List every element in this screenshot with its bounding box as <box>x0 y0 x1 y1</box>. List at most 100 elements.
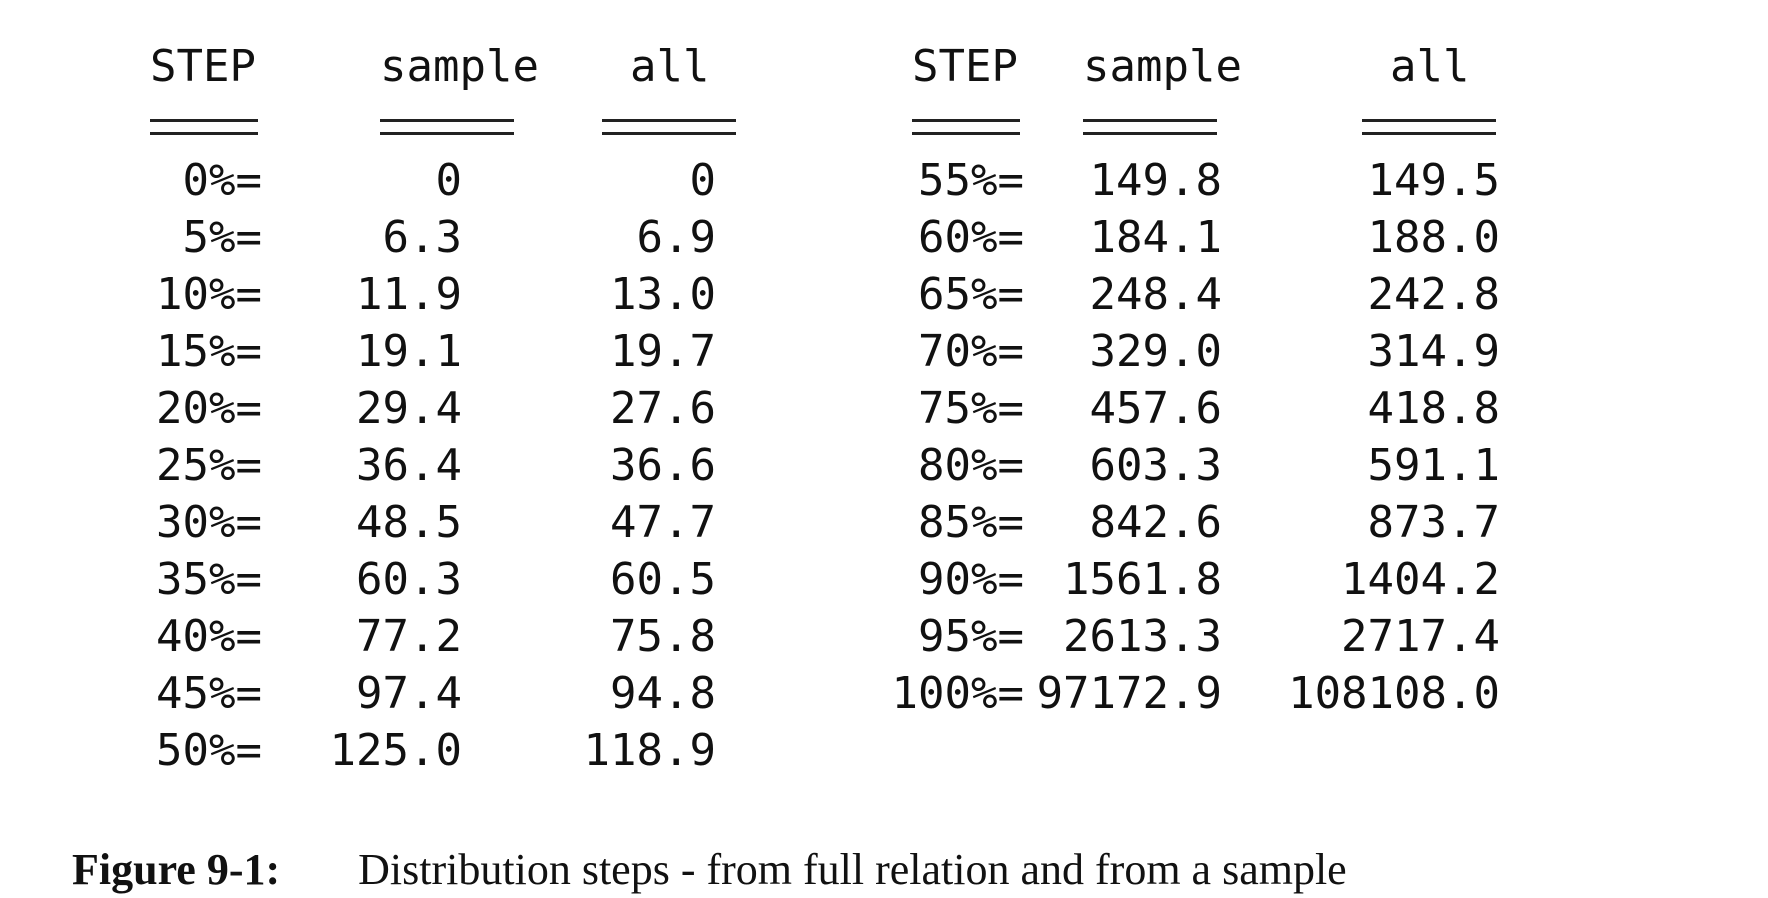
right-cell-all: 591.1 <box>1367 440 1500 491</box>
left-rule-row <box>0 95 760 152</box>
right-cell-sample: 842.6 <box>1089 497 1222 548</box>
table-row: 0%= 0 0 <box>0 152 760 209</box>
table-row: 95%= 2613.3 2717.4 <box>0 608 1768 665</box>
left-cell-sample: 60.3 <box>356 554 462 605</box>
right-cell-all: 242.8 <box>1367 269 1500 320</box>
left-rule-all <box>602 119 736 135</box>
right-cell-sample: 329.0 <box>1089 326 1222 377</box>
left-cell-sample: 77.2 <box>356 611 462 662</box>
right-cell-step: 90%= <box>918 554 1024 605</box>
right-header-row: STEP sample all <box>0 38 1768 95</box>
left-cell-all: 27.6 <box>610 383 716 434</box>
table-row: 50%= 125.0 118.9 <box>0 722 760 779</box>
left-cell-all: 0 <box>689 155 717 206</box>
left-cell-step: 40%= <box>156 611 262 662</box>
table-row: 55%= 149.8 149.5 <box>0 152 1768 209</box>
table-row: 40%= 77.2 75.8 <box>0 608 760 665</box>
table-row: 80%= 603.3 591.1 <box>0 437 1768 494</box>
right-cell-all: 108108.0 <box>1288 668 1500 719</box>
left-header-all: all <box>630 41 710 92</box>
right-header-all: all <box>1390 41 1470 92</box>
right-cell-all: 314.9 <box>1367 326 1500 377</box>
right-cell-all: 188.0 <box>1367 212 1500 263</box>
table-row: 90%= 1561.8 1404.2 <box>0 551 1768 608</box>
right-cell-all: 1404.2 <box>1341 554 1500 605</box>
left-cell-sample: 0 <box>435 155 463 206</box>
left-cell-all: 60.5 <box>610 554 716 605</box>
table-row: 45%= 97.4 94.8 <box>0 665 760 722</box>
left-cell-sample: 11.9 <box>356 269 462 320</box>
right-cell-all: 149.5 <box>1367 155 1500 206</box>
left-cell-step: 10%= <box>156 269 262 320</box>
right-table: STEP sample all 55%= 149.8 149.5 60%= 184.1 1… <box>0 38 1768 722</box>
right-cell-step: 60%= <box>918 212 1024 263</box>
table-row: 65%= 248.4 242.8 <box>0 266 1768 323</box>
left-cell-sample: 6.3 <box>382 212 462 263</box>
right-cell-sample: 457.6 <box>1089 383 1222 434</box>
right-cell-sample: 248.4 <box>1089 269 1222 320</box>
figure-caption-text: Distribution steps - from full relation … <box>358 845 1347 894</box>
figure-caption: Figure 9-1: Distribution steps - from ful… <box>50 786 1347 898</box>
right-cell-step: 65%= <box>918 269 1024 320</box>
right-cell-step: 80%= <box>918 440 1024 491</box>
right-header-sample: sample <box>1083 41 1242 92</box>
table-row: 20%= 29.4 27.6 <box>0 380 760 437</box>
left-cell-sample: 48.5 <box>356 497 462 548</box>
left-cell-step: 5%= <box>182 212 262 263</box>
right-header-step: STEP <box>912 41 1018 92</box>
left-cell-step: 0%= <box>182 155 262 206</box>
left-rule-step <box>150 119 258 135</box>
left-table: STEP sample all 0%= 0 0 5%= 6.3 6.9 10%= 11.9 13… <box>0 38 760 779</box>
left-cell-sample: 97.4 <box>356 668 462 719</box>
left-cell-all: 13.0 <box>610 269 716 320</box>
left-header-row: STEP sample all <box>0 38 760 95</box>
left-cell-all: 75.8 <box>610 611 716 662</box>
table-row: 85%= 842.6 873.7 <box>0 494 1768 551</box>
right-rule-row <box>0 95 1768 152</box>
left-cell-step: 15%= <box>156 326 262 377</box>
right-cell-step: 95%= <box>918 611 1024 662</box>
table-row: 30%= 48.5 47.7 <box>0 494 760 551</box>
left-cell-all: 94.8 <box>610 668 716 719</box>
table-row: 10%= 11.9 13.0 <box>0 266 760 323</box>
right-cell-step: 85%= <box>918 497 1024 548</box>
right-cell-sample: 97172.9 <box>1036 668 1222 719</box>
right-rule-sample <box>1083 119 1217 135</box>
right-cell-sample: 184.1 <box>1089 212 1222 263</box>
table-row: 35%= 60.3 60.5 <box>0 551 760 608</box>
left-cell-step: 45%= <box>156 668 262 719</box>
right-cell-sample: 1561.8 <box>1063 554 1222 605</box>
left-cell-sample: 125.0 <box>329 725 462 776</box>
left-cell-step: 30%= <box>156 497 262 548</box>
left-cell-all: 118.9 <box>583 725 716 776</box>
right-cell-sample: 2613.3 <box>1063 611 1222 662</box>
left-cell-step: 35%= <box>156 554 262 605</box>
right-rule-step <box>912 119 1020 135</box>
table-row: 100%= 97172.9 108108.0 <box>0 665 1768 722</box>
left-rule-sample <box>380 119 514 135</box>
left-cell-all: 47.7 <box>610 497 716 548</box>
right-cell-step: 55%= <box>918 155 1024 206</box>
right-rule-all <box>1362 119 1496 135</box>
left-cell-step: 50%= <box>156 725 262 776</box>
left-header-step: STEP <box>150 41 256 92</box>
right-cell-step: 100%= <box>891 668 1024 719</box>
table-row: 15%= 19.1 19.7 <box>0 323 760 380</box>
left-header-sample: sample <box>380 41 539 92</box>
left-cell-all: 19.7 <box>610 326 716 377</box>
right-cell-sample: 603.3 <box>1089 440 1222 491</box>
table-row: 70%= 329.0 314.9 <box>0 323 1768 380</box>
right-cell-step: 70%= <box>918 326 1024 377</box>
left-cell-sample: 36.4 <box>356 440 462 491</box>
table-row: 5%= 6.3 6.9 <box>0 209 760 266</box>
right-cell-all: 418.8 <box>1367 383 1500 434</box>
table-row: 75%= 457.6 418.8 <box>0 380 1768 437</box>
left-cell-all: 36.6 <box>610 440 716 491</box>
right-cell-all: 2717.4 <box>1341 611 1500 662</box>
right-cell-sample: 149.8 <box>1089 155 1222 206</box>
right-data-rows: 55%= 149.8 149.5 60%= 184.1 188.0 65%= 248.4 242… <box>0 152 1768 722</box>
figure-label: Figure 9-1: <box>72 845 281 894</box>
table-row: 60%= 184.1 188.0 <box>0 209 1768 266</box>
left-cell-step: 25%= <box>156 440 262 491</box>
table-row: 25%= 36.4 36.6 <box>0 437 760 494</box>
